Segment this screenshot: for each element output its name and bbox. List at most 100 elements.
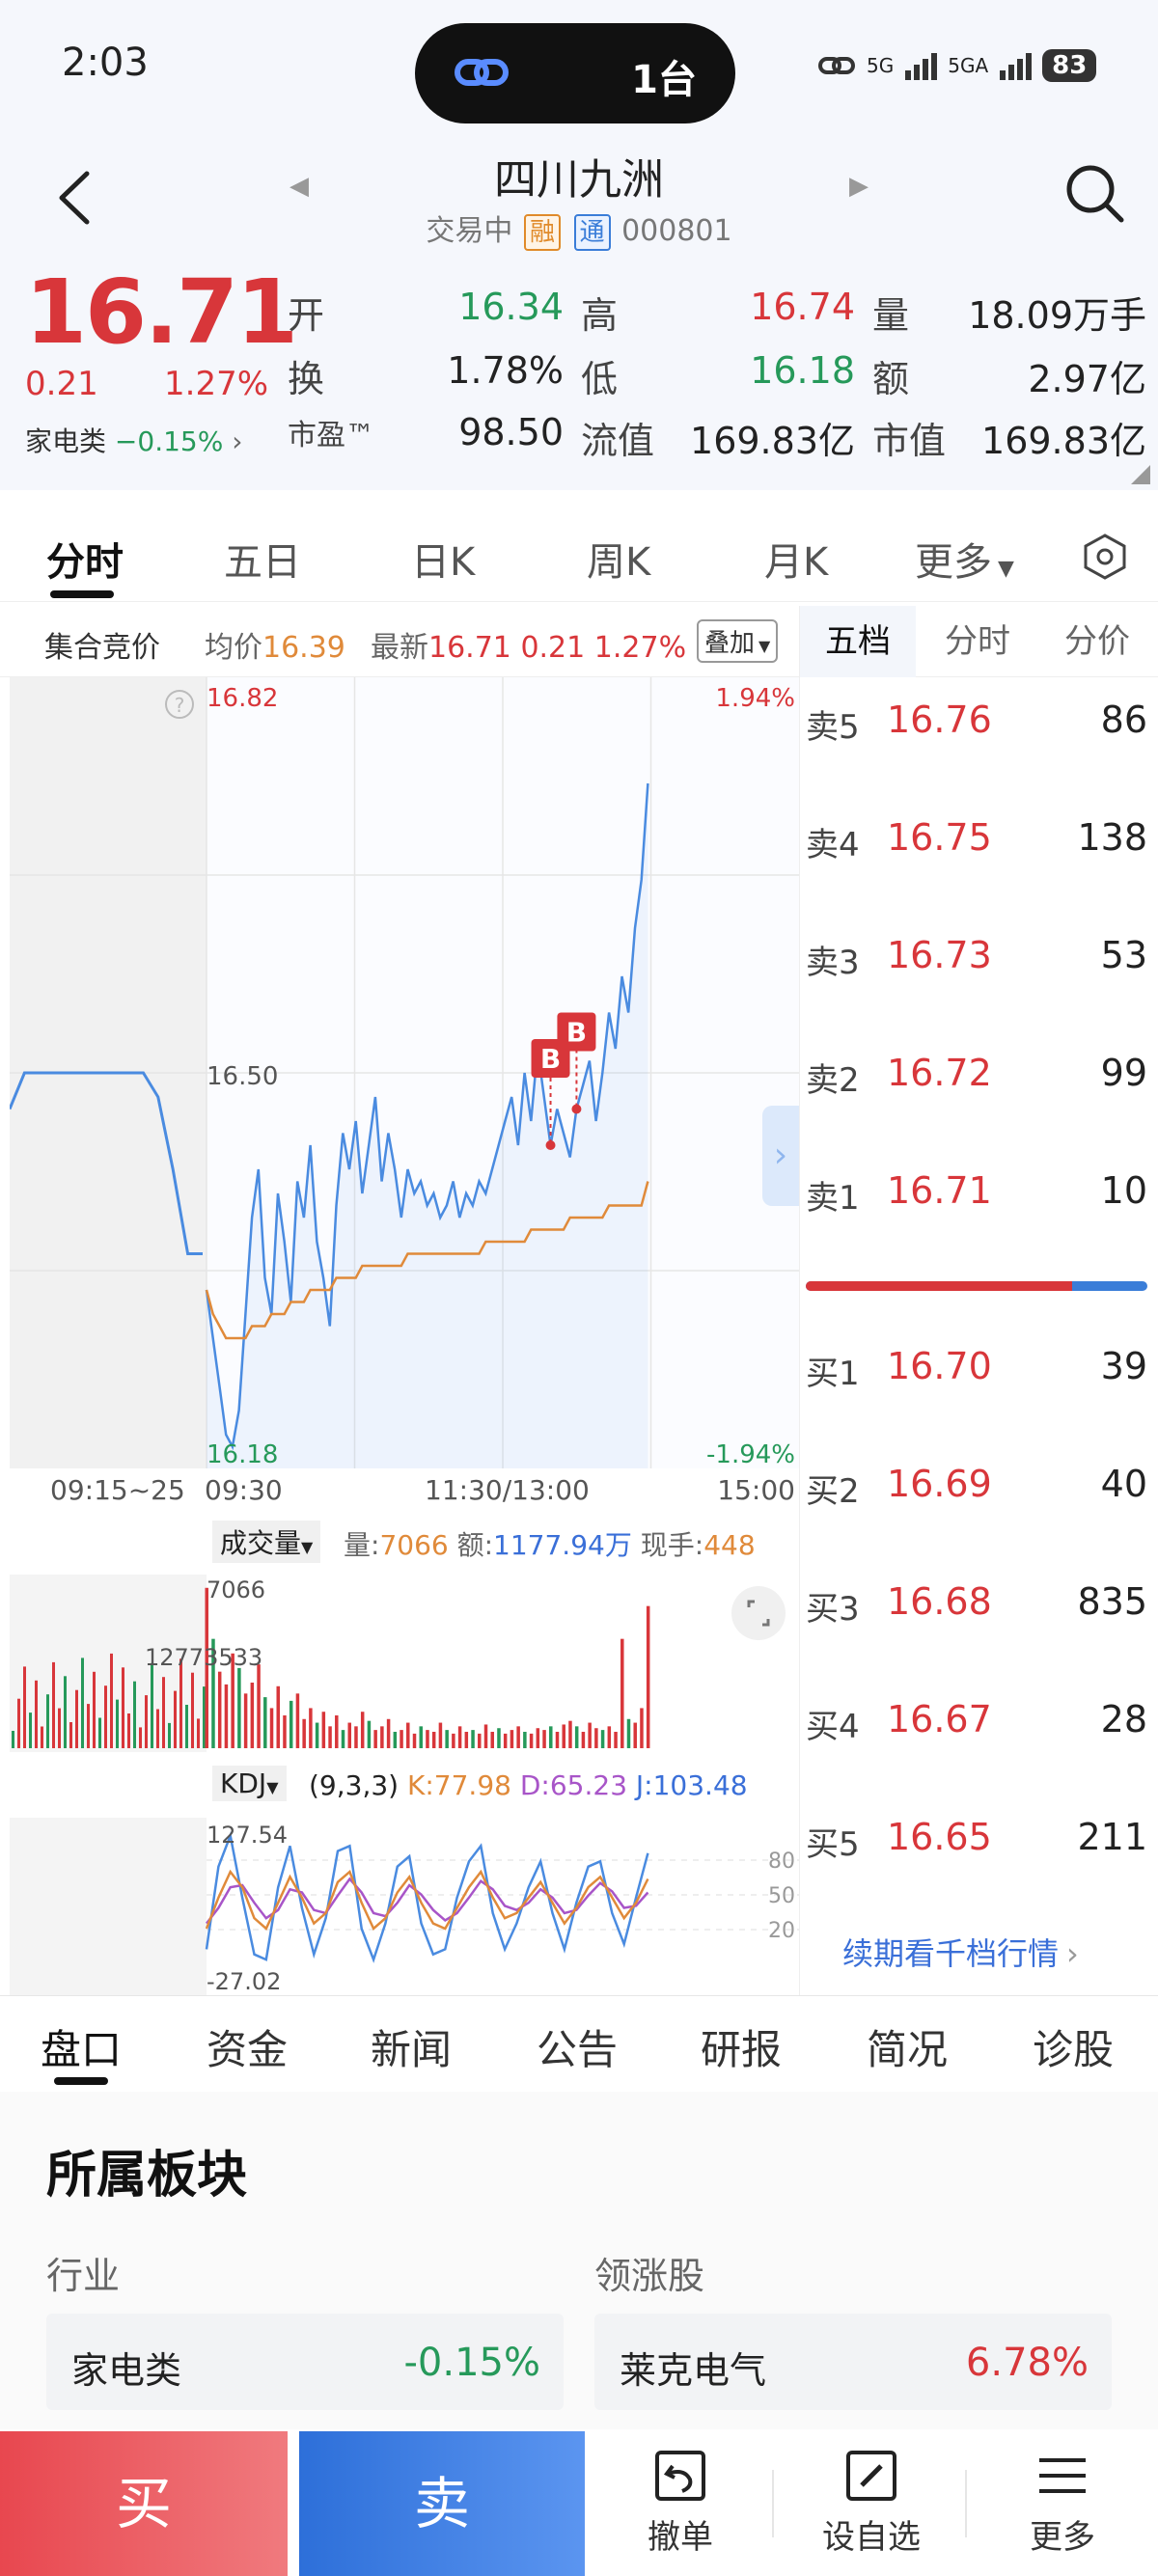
- kdj-indicator-dropdown[interactable]: KDJ▼: [212, 1766, 287, 1801]
- order-vol: 28: [1100, 1698, 1147, 1740]
- bid-level-row[interactable]: 买2 16.69 40: [806, 1457, 1147, 1515]
- bid-level-row[interactable]: 买5 16.65 211: [806, 1810, 1147, 1868]
- tab-ticks[interactable]: 分时: [945, 622, 1010, 661]
- expand-panel-icon[interactable]: ›: [762, 1106, 799, 1206]
- average-price-line: [205, 1181, 649, 1340]
- latest-change: 0.21: [520, 631, 586, 665]
- buy-marker[interactable]: B: [557, 1012, 596, 1114]
- more-button[interactable]: 更多: [990, 2447, 1135, 2558]
- volume-bar: [490, 1732, 494, 1748]
- volume-bar: [574, 1726, 579, 1748]
- sell-button[interactable]: 卖: [299, 2431, 585, 2576]
- overlay-dropdown[interactable]: 叠加 ▼: [697, 619, 779, 663]
- tab-news[interactable]: 新闻: [371, 2026, 453, 2073]
- amount-label: 额:: [456, 1529, 494, 1561]
- amount-value: 1177.94万: [493, 1529, 632, 1561]
- volume-bar: [607, 1726, 612, 1748]
- chevron-right-icon: ›: [232, 425, 243, 457]
- industry-change: -0.15%: [403, 2341, 540, 2385]
- buy-ratio-fill: [806, 1281, 1073, 1291]
- kdj-chart[interactable]: 127.54 -27.02 80 50 20: [10, 1818, 799, 1995]
- prev-stock-icon[interactable]: ◀: [290, 172, 309, 201]
- tab-daily-k[interactable]: 日K: [411, 540, 476, 585]
- order-price: 16.67: [887, 1698, 992, 1740]
- quote-value: 16.34: [458, 286, 564, 328]
- ask-level-row[interactable]: 卖4 16.75 138: [806, 810, 1147, 868]
- volume-bar: [211, 1638, 215, 1748]
- volume-chart[interactable]: 7066 12773533: [10, 1575, 799, 1752]
- volume-bar: [464, 1732, 469, 1748]
- tab-profile[interactable]: 简况: [867, 2026, 949, 2073]
- volume-bar: [536, 1728, 540, 1748]
- ask-level-row[interactable]: 卖5 16.76 86: [806, 693, 1147, 751]
- volume-bar: [224, 1684, 229, 1748]
- volume-bar: [594, 1728, 598, 1748]
- tab-five-day[interactable]: 五日: [224, 540, 301, 585]
- margin-tag: 融: [523, 214, 561, 251]
- industry-card[interactable]: 家电类 -0.15%: [46, 2314, 564, 2410]
- dynamic-island[interactable]: 1台: [415, 23, 735, 123]
- avg-price-readout: 均价16.39: [205, 623, 345, 666]
- ask-level-row[interactable]: 卖1 16.71 10: [806, 1164, 1147, 1221]
- order-label: 买1: [806, 1355, 860, 1393]
- volume-bar: [328, 1726, 332, 1748]
- bid-level-row[interactable]: 买3 16.68 835: [806, 1575, 1147, 1632]
- order-label: 买3: [806, 1590, 860, 1629]
- sector-link[interactable]: 家电类 −0.15% ›: [25, 421, 242, 459]
- tab-more[interactable]: 更多 ▼: [915, 531, 1014, 587]
- fullscreen-button[interactable]: [731, 1586, 786, 1640]
- tab-diagnosis[interactable]: 诊股: [1033, 2026, 1115, 2073]
- volume-label: 量:: [344, 1529, 380, 1561]
- volume-readout: 量:7066 额:1177.94万 现手:448: [344, 1524, 756, 1563]
- buy-button[interactable]: 买: [0, 2431, 288, 2576]
- quote-value: 98.50: [458, 411, 564, 453]
- tab-weekly-k[interactable]: 周K: [587, 540, 651, 585]
- auction-volume-bar: [116, 1699, 119, 1748]
- add-watchlist-button[interactable]: 设自选: [799, 2447, 944, 2558]
- help-icon[interactable]: [165, 690, 194, 719]
- marker-label: B: [566, 1017, 587, 1049]
- next-stock-icon[interactable]: ▶: [849, 172, 868, 201]
- tab-announcements[interactable]: 公告: [537, 2026, 619, 2073]
- pct-bottom-label: -1.94%: [706, 1440, 795, 1469]
- volume-bar: [243, 1693, 248, 1748]
- level-2-link[interactable]: 续期看千档行情 ›: [842, 1930, 1079, 1974]
- auction-volume-bar: [133, 1681, 136, 1748]
- tab-research[interactable]: 研报: [701, 2026, 783, 2073]
- tab-five-levels[interactable]: 五档: [800, 606, 916, 677]
- industry-label: 行业: [46, 2255, 121, 2297]
- link-status-icon: [818, 57, 855, 74]
- leader-card[interactable]: 莱克电气 6.78%: [594, 2314, 1112, 2410]
- tab-monthly-k[interactable]: 月K: [764, 540, 829, 585]
- settings-hexagon-icon[interactable]: [1081, 533, 1129, 581]
- marker-box: [557, 1012, 596, 1052]
- tab-order-panel[interactable]: 盘口: [41, 2026, 123, 2073]
- auction-volume-bar: [168, 1722, 171, 1748]
- undo-icon: [655, 2451, 705, 2501]
- corner-expand-icon[interactable]: [1131, 465, 1150, 484]
- auction-volume-bar: [110, 1653, 113, 1748]
- volume-bar: [640, 1708, 644, 1748]
- auction-volume-bar: [81, 1658, 84, 1748]
- bid-level-row[interactable]: 买1 16.70 39: [806, 1339, 1147, 1397]
- volume-bar: [478, 1733, 482, 1748]
- bid-level-row[interactable]: 买4 16.67 28: [806, 1692, 1147, 1750]
- quote-label: 市盈™: [288, 419, 374, 452]
- cancel-order-button[interactable]: 撤单: [608, 2447, 753, 2558]
- system-icons: 5G 5GA 83: [818, 46, 1097, 85]
- vol-mid-label: 12773533: [145, 1644, 262, 1671]
- back-arrow-icon[interactable]: [48, 164, 106, 232]
- ask-level-row[interactable]: 卖2 16.72 99: [806, 1046, 1147, 1104]
- tab-intraday[interactable]: 分时: [46, 540, 124, 585]
- order-label: 卖2: [806, 1061, 860, 1100]
- auction-volume-bar: [179, 1658, 182, 1748]
- ask-level-row[interactable]: 卖3 16.73 53: [806, 928, 1147, 986]
- search-icon[interactable]: [1062, 160, 1129, 228]
- tab-capital[interactable]: 资金: [207, 2026, 289, 2073]
- volume-bar: [581, 1732, 586, 1748]
- volume-indicator-dropdown[interactable]: 成交量▼: [212, 1521, 321, 1563]
- intraday-chart[interactable]: BB 16.82 16.50 16.18 1.94% -1.94% 09:15~…: [10, 677, 799, 1513]
- order-vol: 53: [1100, 934, 1147, 976]
- auction-volume-bar: [75, 1689, 78, 1748]
- tab-price-volume[interactable]: 分价: [1064, 622, 1130, 661]
